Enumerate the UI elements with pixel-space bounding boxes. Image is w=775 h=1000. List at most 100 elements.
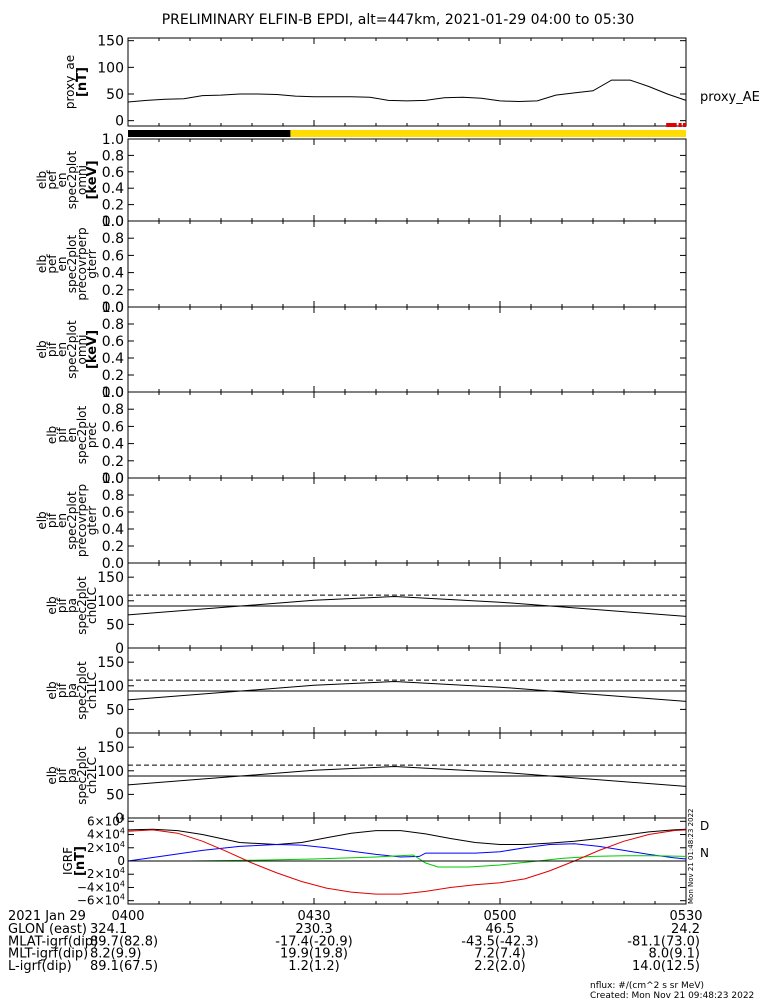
panel-frame (127, 306, 687, 393)
ephemeris-value: 8.2(9.9) (90, 947, 142, 962)
ephemeris-value: 89.7(82.8) (90, 934, 158, 949)
y-axis-label-line: [nT] (75, 67, 90, 97)
y-tick-base: ×10 (95, 828, 120, 842)
y-axis-label-line: pif (45, 341, 59, 357)
y-tick-label: 2×104 (87, 840, 125, 855)
panel-frame (127, 477, 687, 564)
y-tick-label: 0 (115, 811, 124, 827)
series-line (127, 828, 687, 846)
y-axis-label-line: en (55, 173, 69, 188)
y-tick-label: 100 (97, 679, 124, 695)
x-tick-label: 0400 (111, 909, 144, 924)
y-axis-label-line: elb (35, 340, 49, 358)
y-axis-label-line: precovrperp (75, 484, 89, 557)
y-tick-mantissa: −2 (77, 867, 95, 881)
y-axis-label-line: elb (45, 596, 59, 614)
nflux-units: nflux: #/(cm^2 s sr MeV) (590, 981, 704, 991)
y-tick-label: 0.8 (102, 317, 124, 333)
y-tick-label: 1.0 (102, 132, 124, 148)
y-axis-label-line: elb (45, 426, 59, 444)
y-tick-label: 0.0 (102, 214, 124, 230)
legend-proxy-ae: proxy_AE (700, 90, 760, 105)
y-tick-label: 50 (106, 87, 124, 103)
y-tick-exponent: 4 (120, 866, 125, 875)
y-tick-label: −6×104 (77, 893, 125, 908)
legend-n: N (700, 846, 709, 860)
y-axis-label-line: elb (35, 511, 49, 529)
panel-igrf: −6×104−4×104−2×10402×1044×1046×104IGRF[n… (61, 809, 709, 908)
y-tick-label: 150 (97, 34, 124, 50)
y-tick-label: 0 (117, 854, 125, 868)
y-tick-label: 0.6 (102, 505, 124, 521)
y-tick-label: 100 (97, 764, 124, 780)
y-tick-label: 50 (106, 702, 124, 718)
ephemeris-value: 2.2(2.0) (474, 959, 526, 974)
y-axis-label-line: spec2plot (75, 746, 89, 805)
panel-frame (127, 138, 687, 222)
y-tick-label: 0.8 (102, 402, 124, 418)
y-axis-label-line: elb (45, 766, 59, 784)
y-axis-label-line: pif (45, 512, 59, 528)
ephemeris-value: -81.1(73.0) (627, 934, 700, 949)
y-axis-label-line: elb (35, 171, 49, 189)
panel-frame (127, 220, 687, 308)
created-stamp: Created: Mon Nov 21 09:48:23 2022 (590, 991, 754, 1000)
y-tick-label: 150 (97, 740, 124, 756)
panel-frame (127, 37, 687, 127)
y-axis-label-line: en (55, 342, 69, 357)
y-axis-label-line: pef (45, 170, 59, 190)
y-tick-mantissa: −6 (77, 894, 95, 908)
ephemeris-value: 7.2(7.4) (474, 947, 526, 962)
y-tick-label: 100 (97, 60, 124, 76)
ephemeris-label: MLT-igrf(dip) (8, 947, 88, 962)
y-axis-label-line: pa (65, 768, 79, 783)
y-tick-label: 0.4 (102, 351, 124, 367)
series-line (128, 854, 687, 868)
y-tick-label: 0.4 (102, 181, 124, 197)
y-tick-label: 50 (106, 617, 124, 633)
y-tick-exponent: 4 (120, 813, 125, 822)
flag-mark (682, 123, 686, 127)
y-tick-label: 0.8 (102, 488, 124, 504)
ephemeris-label: GLON (east) (8, 922, 87, 937)
y-tick-label: 1.0 (102, 214, 124, 230)
y-axis-label-line: spec2plot (65, 234, 79, 293)
panel-elb_pif_en_spec2plot_omni: 0.00.20.40.60.81.0elbpifenspec2plotomni[… (35, 300, 687, 401)
y-axis-label-line: omni (75, 165, 89, 195)
y-tick-label: 0.0 (102, 385, 124, 401)
y-axis-label-line: elb (35, 255, 49, 273)
y-tick-label: 0 (115, 641, 124, 657)
series-line (127, 680, 687, 702)
y-tick-label: 0.6 (102, 248, 124, 264)
y-axis-label-line: pef (45, 254, 59, 274)
y-axis-label-line: spec2plot (75, 661, 89, 720)
ephemeris-value: 1.2(1.2) (288, 959, 340, 974)
y-axis-label-line: spec2plot (65, 150, 79, 209)
y-axis-label-line: IGRF (61, 847, 75, 875)
chart-title: PRELIMINARY ELFIN-B EPDI, alt=447km, 202… (162, 12, 635, 28)
y-tick-mantissa: −4 (77, 880, 95, 894)
ephemeris-value: 14.0(12.5) (632, 959, 700, 974)
y-tick-label: 0.4 (102, 522, 124, 538)
y-axis-label-line: gterr (85, 249, 99, 278)
panel-status_bar (128, 123, 686, 137)
y-axis-label-line: [keV] (85, 160, 100, 199)
panel-elb_pef_en_spec2plot_omni: 0.00.20.40.60.81.0elbpefenspec2plotomni[… (35, 132, 687, 230)
side-stamp: Mon Nov 21 01:48:23 2022 (687, 809, 695, 904)
y-axis-label-line: spec2plot (75, 405, 89, 464)
y-axis-label-line: en (65, 428, 79, 443)
panel-elb_pef_en_spec2plot_precovrperp_gterr: 0.00.20.40.60.81.0elbpefenspec2plotpreco… (35, 214, 687, 316)
x-axis: 0400 0430 0500 0530 2021 Jan 29 (8, 909, 703, 924)
series-line (127, 843, 687, 862)
y-axis-label-line: pif (55, 767, 69, 783)
y-tick-label: 150 (97, 655, 124, 671)
y-tick-exponent: 4 (120, 893, 125, 902)
y-tick-label: 0.4 (102, 266, 124, 282)
y-tick-label: 0.6 (102, 165, 124, 181)
ephemeris-value: 230.3 (295, 922, 332, 937)
y-tick-label: 0.2 (102, 454, 124, 470)
